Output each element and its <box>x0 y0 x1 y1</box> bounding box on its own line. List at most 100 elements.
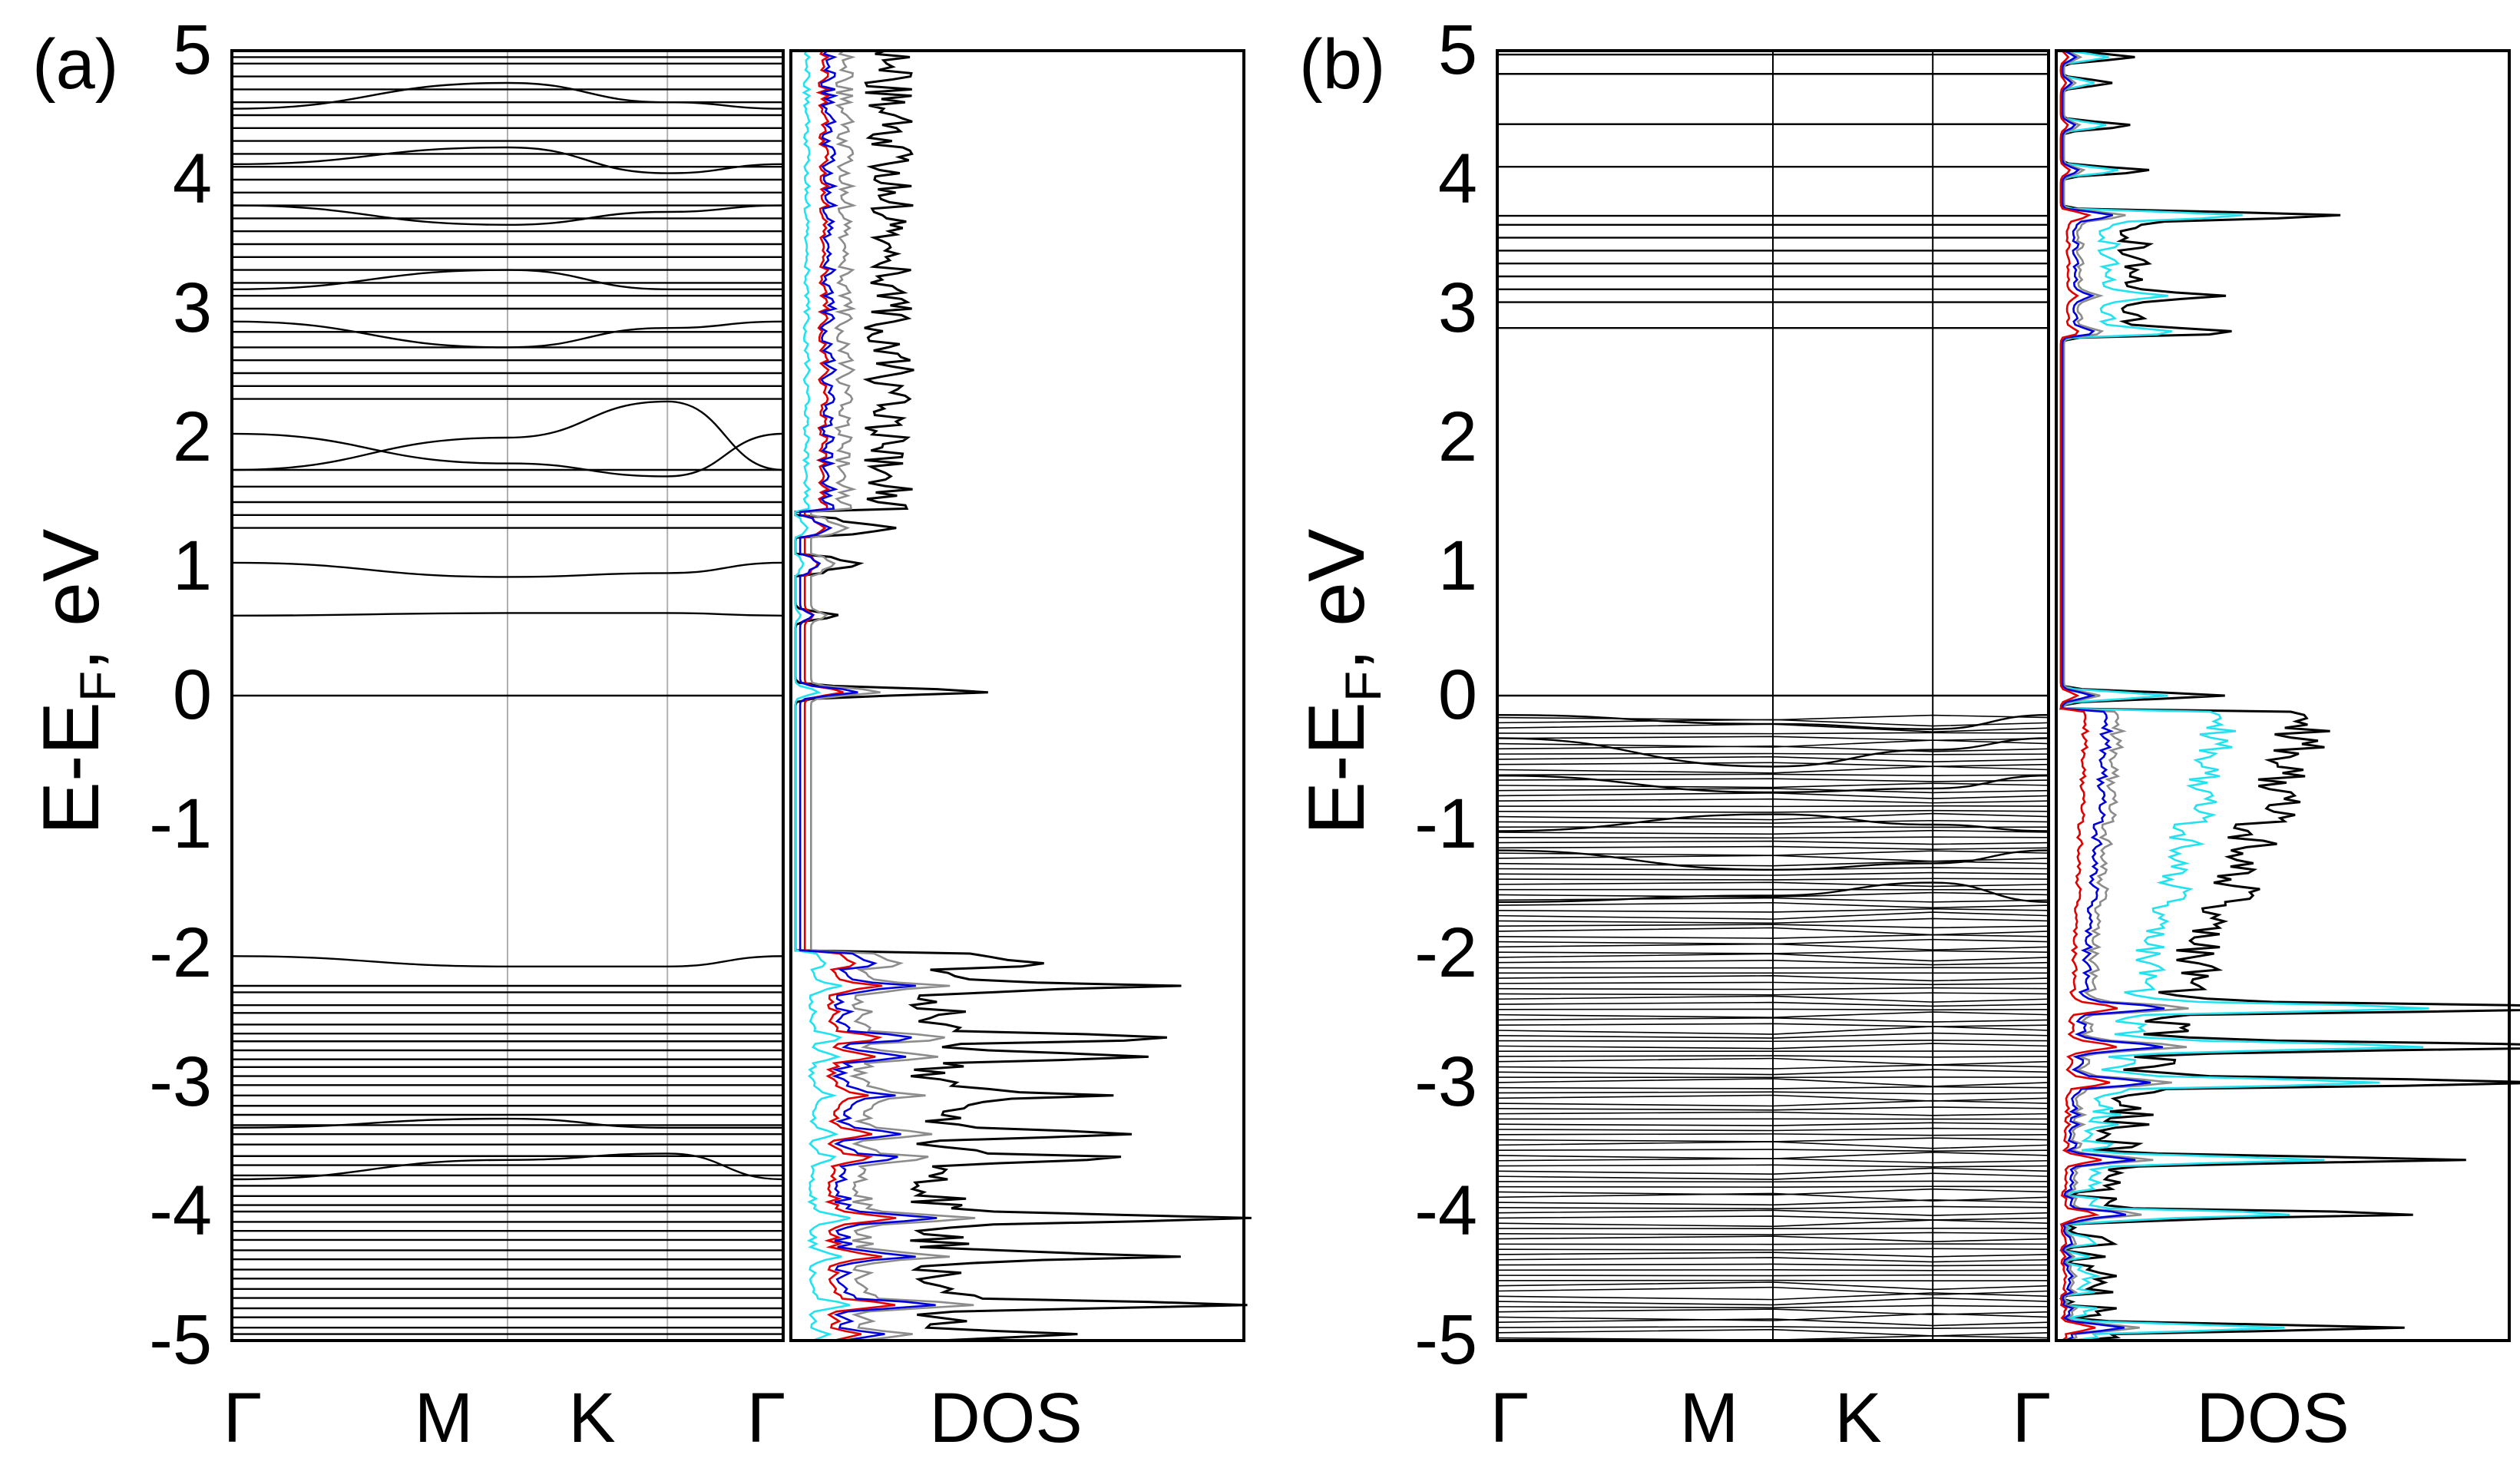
panel-b-band-line <box>1496 1043 2049 1050</box>
panel-b-band-line <box>1496 981 2049 986</box>
panel-a-ytick: -2 <box>149 914 212 992</box>
panel-b-band-line <box>1496 1069 2049 1076</box>
panel-a-dos-curves <box>794 49 1252 1342</box>
panel-b-dos-red-curve <box>2059 50 2118 1342</box>
panel-b-band-line <box>1496 1308 2049 1316</box>
panel-b-band-line <box>1496 1133 2049 1136</box>
panel-a-dos-cyan-curve <box>794 50 851 1342</box>
panel-a-band-line <box>231 612 784 617</box>
panel-b-band-line <box>1496 987 2049 990</box>
panel-a-band-line <box>231 269 783 291</box>
panel-b-band-line <box>1496 924 2049 929</box>
panel-b-band-line <box>1496 1269 2049 1271</box>
panel-b-ytick: -4 <box>1414 1172 1477 1250</box>
panel-b-band-line <box>1496 1297 2049 1306</box>
panel-b-band-line <box>1496 1257 2049 1263</box>
panel-a-kpoint-label: K <box>568 1379 615 1457</box>
panel-b-band-line <box>1496 908 2049 913</box>
panel-b-band-line <box>1496 1086 2049 1089</box>
panel-b-band-line <box>1496 836 2049 839</box>
panel-b-band-line <box>1496 813 2049 832</box>
panel-a-band-line <box>231 432 784 478</box>
panel-b-dos-cyan-curve <box>2059 49 2429 1342</box>
panel-b-dos-frame <box>2055 49 2511 1342</box>
panel-a-ytick: -5 <box>149 1301 212 1379</box>
panel-b-ytick: 0 <box>1438 656 1477 734</box>
panel-b-band-line <box>1496 1274 2049 1277</box>
panel-b-band-line <box>1496 1232 2049 1235</box>
panel-b-band-line <box>1496 901 2049 909</box>
panel-a-dos-label: DOS <box>929 1379 1082 1457</box>
panel-a-ytick: -1 <box>149 785 212 863</box>
panel-b-band-line <box>1496 911 2049 920</box>
panel-b-band-line <box>1496 992 2049 996</box>
panel-b-y-axis-label: E-EF, eV <box>1292 529 1391 835</box>
panel-a-kpoint-label: Γ <box>223 1379 263 1457</box>
panel-b-ytick: 2 <box>1438 398 1477 476</box>
panel-b-band-line <box>1496 1172 2049 1180</box>
panel-b-band-line <box>1496 1209 2049 1216</box>
panel-b-kpoint-label: M <box>1680 1379 1739 1457</box>
panel-b-band-line <box>1496 881 2049 888</box>
panel-b-band-line <box>1496 1167 2049 1175</box>
panel-b-band-line <box>1496 1188 2049 1196</box>
panel-b-y-ticks: 5 4 3 2 1 0 -1 -2 -3 -4 -5 <box>1414 11 1477 1379</box>
panel-a-band-lines <box>231 51 784 1341</box>
panel-b-dos-gray-curve <box>2062 49 2189 1342</box>
panel-b-band-line <box>1496 953 2049 962</box>
panel-b-band-line <box>1496 1335 2049 1341</box>
panel-b-band-line <box>1496 1149 2049 1152</box>
panel-b-band-line <box>1496 943 2049 951</box>
panel-b-label: (b) <box>1299 25 1385 104</box>
panel-b-band-line <box>1496 1199 2049 1206</box>
panel-a-band-line <box>231 955 784 968</box>
panel-a-dos-total-curve <box>794 49 1252 1342</box>
panel-a-y-axis-label: E-EF, eV <box>27 529 126 835</box>
panel-b-dos-curves <box>2059 49 2520 1342</box>
panel-b-ytick: -5 <box>1414 1301 1477 1379</box>
panel-b-band-line <box>1496 974 2049 982</box>
panel-b-band-line <box>1496 1215 2049 1221</box>
panel-b-band-line <box>1496 1137 2049 1142</box>
panel-b-band-line <box>1496 850 2049 856</box>
panel-b-band-line <box>1496 1141 2049 1149</box>
panel-b-band-line <box>1496 773 2049 776</box>
panel-b-ytick: 3 <box>1438 269 1477 347</box>
panel-b-band-line <box>1496 878 2049 881</box>
panel-a-ytick: 3 <box>173 269 212 347</box>
panel-b-band-line <box>1496 1094 2049 1102</box>
panel-b-band-line <box>1496 855 2049 862</box>
panel-b-band-line <box>1496 950 2049 954</box>
panel-b-band-line <box>1496 755 2049 762</box>
panel-b-band-line <box>1496 1106 2049 1111</box>
panel-a-dos-blue-curve <box>799 50 938 1342</box>
panel-b-band-line <box>1496 1122 2049 1126</box>
panel-b-band-line <box>1496 739 2049 748</box>
panel-b-band-line <box>1496 812 2049 821</box>
panel-a-band-line <box>231 320 784 349</box>
panel-b-band-line <box>1496 1185 2049 1188</box>
panel-b-ytick: -1 <box>1414 785 1477 863</box>
panel-b-band-line <box>1496 1205 2049 1210</box>
panel-a-ytick: 1 <box>173 527 212 605</box>
panel-b-band-line <box>1496 1248 2049 1251</box>
panel-a-band-line <box>231 204 784 226</box>
panel-b-band-line <box>1496 1023 2049 1027</box>
panel-b-band-line <box>1496 1313 2049 1321</box>
panel-a-ytick: -3 <box>149 1043 212 1121</box>
panel-b-dos-blue-curve <box>2061 49 2165 1342</box>
panel-b-kpoint-label: Γ <box>2012 1379 2052 1457</box>
panel-b-band-frame <box>1496 49 2050 1342</box>
panel-b-band-line <box>1496 1040 2049 1043</box>
panel-b-band-line <box>1496 891 2049 898</box>
panel-a-ytick: 5 <box>173 11 212 89</box>
panel-b-band-line <box>1496 840 2049 845</box>
panel-b-band-line <box>1496 1011 2049 1019</box>
panel-b-dos-label: DOS <box>2196 1379 2349 1457</box>
panel-b: (b) E-EF, eV 5 4 3 2 1 0 -1 -2 -3 -4 -5 … <box>1292 11 2520 1457</box>
panel-b-band-line <box>1496 778 2049 782</box>
panel-b-band-line <box>1496 1008 2049 1011</box>
panel-a-kpoint-label: Γ <box>747 1379 786 1457</box>
panel-b-band-line <box>1496 960 2049 966</box>
panel-a-band-line <box>231 1117 783 1129</box>
